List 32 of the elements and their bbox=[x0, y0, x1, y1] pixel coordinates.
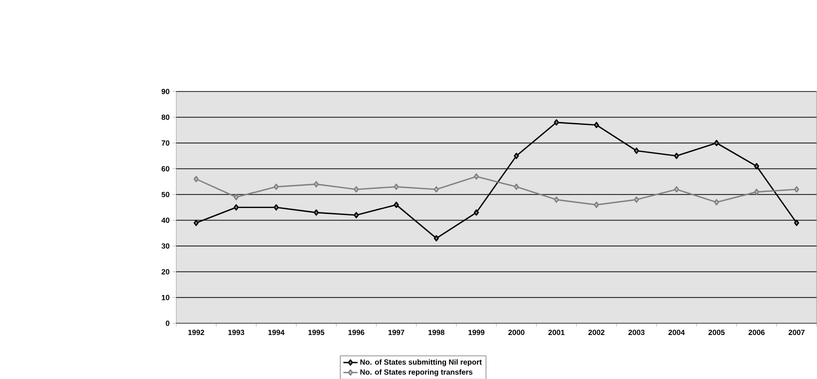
point bbox=[794, 186, 800, 192]
point bbox=[754, 188, 760, 195]
point bbox=[434, 186, 439, 192]
point bbox=[394, 201, 399, 208]
point bbox=[594, 201, 599, 208]
point bbox=[754, 162, 760, 170]
point bbox=[394, 183, 399, 190]
point bbox=[794, 220, 800, 226]
point bbox=[434, 234, 439, 242]
point bbox=[514, 152, 519, 159]
point bbox=[554, 196, 559, 203]
point bbox=[474, 173, 479, 180]
point bbox=[634, 147, 640, 154]
point bbox=[674, 186, 680, 192]
point bbox=[554, 119, 559, 126]
point bbox=[354, 186, 359, 192]
point bbox=[634, 196, 640, 203]
point bbox=[714, 140, 720, 146]
point bbox=[194, 220, 199, 226]
point bbox=[514, 183, 519, 190]
point bbox=[354, 212, 359, 218]
point bbox=[234, 194, 239, 200]
point bbox=[674, 152, 680, 159]
point bbox=[594, 122, 599, 128]
point bbox=[274, 183, 279, 190]
point bbox=[194, 176, 199, 182]
point bbox=[274, 204, 279, 210]
point bbox=[714, 198, 720, 206]
point bbox=[234, 204, 239, 210]
point bbox=[474, 209, 479, 216]
point bbox=[314, 180, 319, 188]
point bbox=[314, 209, 319, 216]
